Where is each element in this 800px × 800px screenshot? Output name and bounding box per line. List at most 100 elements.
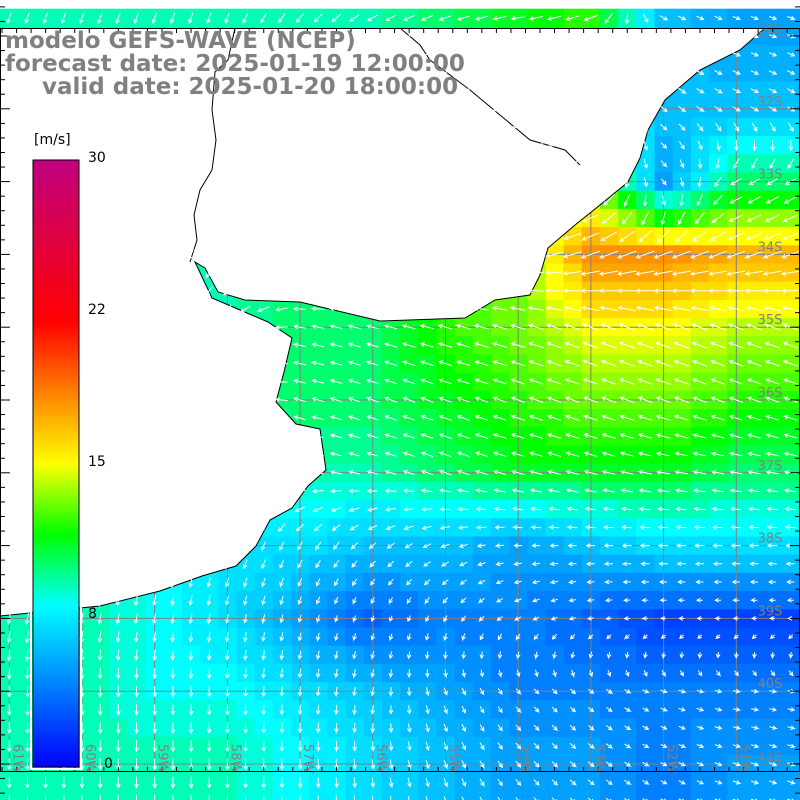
- wind-arrow: [510, 396, 525, 403]
- wind-arrow: [528, 341, 544, 349]
- wind-arrow: [388, 578, 394, 586]
- wind-arrow: [311, 233, 324, 240]
- wind-arrow: [242, 121, 249, 133]
- wind-arrow: [261, 577, 266, 589]
- wind-arrow: [169, 30, 176, 43]
- wind-arrow: [24, 139, 30, 152]
- wind-arrow: [188, 649, 194, 661]
- wind-arrow: [151, 158, 158, 170]
- wind-arrow: [114, 376, 122, 389]
- wind-arrow: [769, 743, 779, 749]
- speed-cell: [654, 791, 674, 800]
- wind-arrow: [583, 141, 598, 149]
- wind-arrow: [425, 723, 430, 733]
- wind-arrow: [60, 85, 67, 97]
- wind-arrow: [529, 524, 541, 530]
- wind-arrow: [311, 342, 325, 348]
- wind-arrow: [624, 743, 632, 749]
- wind-arrow: [674, 469, 689, 475]
- wind-arrow: [580, 288, 600, 294]
- wind-arrow: [619, 378, 635, 385]
- wind-arrow: [655, 451, 671, 457]
- wind-arrow: [97, 85, 103, 97]
- wind-arrow: [533, 706, 540, 713]
- wind-arrow: [24, 594, 30, 607]
- wind-arrow: [711, 213, 725, 225]
- wind-arrow: [185, 396, 196, 404]
- wind-arrow: [242, 194, 249, 206]
- wind-arrow: [547, 414, 562, 421]
- wind-arrow: [402, 14, 415, 21]
- wind-arrow: [586, 579, 595, 585]
- wind-arrow: [239, 469, 251, 477]
- wind-arrow: [402, 161, 416, 167]
- wind-arrow: [277, 140, 286, 151]
- wind-arrow: [624, 121, 630, 135]
- wind-arrow: [455, 252, 471, 258]
- wind-arrow: [474, 52, 489, 58]
- wind-arrow: [784, 178, 797, 186]
- wind-arrow: [581, 232, 600, 241]
- wind-arrow: [497, 651, 503, 660]
- wind-arrow: [456, 106, 470, 112]
- wind-arrow: [401, 288, 416, 293]
- wind-arrow: [733, 140, 739, 152]
- wind-arrow: [206, 595, 212, 606]
- wind-arrow: [785, 543, 796, 548]
- wind-arrow: [603, 194, 615, 207]
- wind-arrow: [474, 433, 489, 439]
- wind-arrow: [134, 704, 139, 716]
- wind-arrow: [786, 597, 794, 603]
- wind-arrow: [547, 488, 561, 493]
- wind-arrow: [473, 288, 489, 293]
- wind-arrow: [551, 724, 559, 732]
- wind-arrow: [781, 250, 800, 259]
- wind-arrow: [330, 159, 342, 168]
- wind-arrow: [678, 69, 688, 76]
- wind-arrow: [348, 451, 361, 457]
- wind-arrow: [678, 123, 686, 131]
- wind-arrow: [407, 741, 412, 752]
- wind-arrow: [528, 161, 544, 167]
- wind-arrow: [732, 761, 742, 767]
- wind-arrow: [531, 561, 541, 567]
- wind-arrow: [311, 433, 325, 439]
- wind-arrow: [97, 631, 103, 644]
- land-mask: [0, 28, 765, 616]
- wind-arrow: [728, 414, 743, 421]
- wind-arrow: [297, 722, 303, 734]
- wind-arrow: [279, 722, 285, 734]
- wind-arrow: [438, 51, 452, 58]
- wind-arrow: [551, 688, 558, 695]
- wind-arrow: [334, 578, 339, 587]
- wind-arrow: [206, 139, 212, 152]
- wind-arrow: [260, 158, 268, 170]
- wind-arrow: [313, 31, 323, 41]
- latitude-label: 31S: [758, 22, 783, 37]
- wind-arrow: [423, 561, 431, 567]
- wind-arrow: [660, 761, 668, 767]
- wind-arrow: [733, 634, 739, 640]
- wind-arrow: [624, 139, 630, 152]
- wind-arrow: [461, 615, 467, 622]
- wind-arrow: [418, 234, 434, 239]
- wind-arrow: [563, 359, 581, 367]
- wind-arrow: [405, 560, 413, 567]
- wind-arrow: [402, 142, 415, 149]
- wind-arrow: [697, 158, 703, 170]
- wind-arrow: [349, 14, 360, 22]
- wind-arrow: [659, 15, 669, 21]
- wind-arrow: [331, 68, 342, 77]
- wind-arrow: [438, 88, 452, 94]
- wind-arrow: [152, 704, 158, 716]
- wind-arrow: [437, 342, 453, 348]
- wind-arrow: [418, 270, 435, 276]
- wind-arrow: [79, 85, 85, 97]
- wind-arrow: [188, 121, 194, 134]
- wind-arrow: [731, 561, 741, 567]
- wind-arrow: [261, 776, 267, 790]
- wind-arrow: [206, 649, 212, 661]
- wind-arrow: [347, 342, 361, 348]
- wind-arrow: [598, 270, 619, 276]
- colorbar-tick: 8: [88, 606, 97, 622]
